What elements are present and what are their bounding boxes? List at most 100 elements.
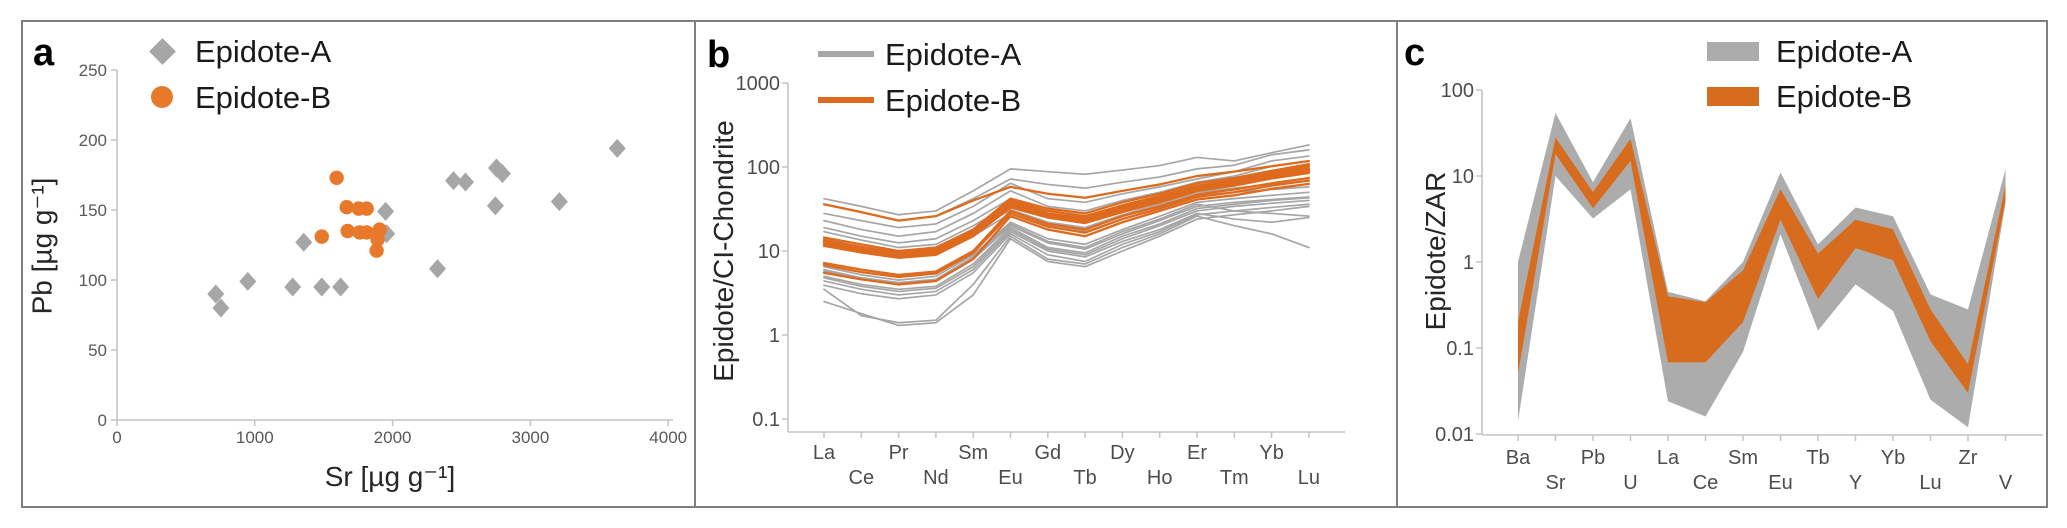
- panel-c-legend: Epidote-A Epidote-B: [1705, 29, 1912, 119]
- data-point: [284, 277, 302, 297]
- legend-item-epidote-b: Epidote-B: [147, 74, 331, 120]
- spider-line: [823, 160, 1310, 238]
- tick-label: Y: [1849, 472, 1862, 494]
- spider-line: [823, 196, 1310, 291]
- tick-label: 1: [769, 325, 780, 347]
- tick-label: 0: [98, 411, 107, 430]
- tick-label: 10: [1452, 166, 1474, 188]
- legend-label: Epidote-A: [1776, 34, 1913, 69]
- data-point: [493, 164, 511, 184]
- axes: 0 50 100 150 200 250 0 1000 2000 3000 4000: [79, 61, 687, 447]
- spider-line: [823, 144, 1310, 216]
- spider-line: [822, 168, 1311, 257]
- panel-c: 100 10 1 0.1 0.01 Ba Sr Pb U La Ce Sm Eu Tb Y Yb Lu Zr V c…: [1398, 22, 2046, 506]
- band-swatch-icon: [1707, 87, 1759, 106]
- spider-line: [823, 215, 1310, 324]
- legend-label: Epidote-B: [1776, 79, 1913, 114]
- tick-label: Dy: [1110, 442, 1134, 464]
- tick-label: Nd: [923, 467, 949, 489]
- tick-label: Tb: [1073, 467, 1096, 489]
- tick-label: 2000: [374, 428, 412, 447]
- data-point: [340, 223, 355, 239]
- tick-label: 50: [88, 341, 107, 360]
- band-epidote-b: [1518, 137, 2006, 393]
- data-point: [314, 229, 329, 244]
- spider-line: [822, 163, 1311, 253]
- diamond-marker-icon: [148, 37, 176, 65]
- tick-label: La: [813, 442, 836, 464]
- tick-label: La: [1657, 447, 1680, 469]
- data-point: [486, 196, 504, 216]
- spider-line: [823, 203, 1310, 284]
- panel-b-y-axis-title: Epidote/CI-Chondrite: [708, 120, 739, 382]
- tick-label: Lu: [1298, 467, 1320, 489]
- line-swatch-icon: [818, 97, 874, 103]
- panel-a: 0 50 100 150 200 250 0 1000 2000 3000 4000 a Epido…: [23, 22, 696, 506]
- tick-label: 100: [747, 157, 780, 179]
- tick-label: U: [1623, 472, 1637, 494]
- data-point: [359, 225, 374, 240]
- tick-label: Yb: [1881, 447, 1905, 469]
- data-point: [377, 201, 395, 221]
- tick-label: Er: [1187, 442, 1207, 464]
- data-point: [332, 277, 350, 297]
- panel-a-letter: a: [33, 32, 55, 74]
- legend-item-epidote-a: Epidote-A: [818, 31, 1021, 77]
- tick-label: 10: [758, 241, 780, 263]
- data-point: [550, 192, 568, 212]
- tick-label: 100: [79, 271, 107, 290]
- spider-line: [823, 199, 1310, 293]
- legend-item-epidote-a: Epidote-A: [147, 28, 331, 74]
- tick-label: Sm: [958, 442, 988, 464]
- data-point: [207, 284, 225, 304]
- tick-label: Ba: [1506, 447, 1531, 469]
- tick-label: 3000: [511, 428, 549, 447]
- legend-label: Epidote-B: [195, 79, 332, 115]
- tick-label: 4000: [649, 428, 687, 447]
- spider-line: [822, 179, 1311, 279]
- spider-line: [822, 166, 1311, 256]
- tick-label: 0.1: [752, 409, 780, 431]
- tick-label: Zr: [1959, 447, 1978, 469]
- axes: 100 10 1 0.1 0.01 Ba Sr Pb U La Ce Sm Eu Tb Y Yb Lu Zr V: [1435, 80, 2043, 494]
- panel-c-plot: 100 10 1 0.1 0.01 Ba Sr Pb U La Ce Sm Eu Tb Y Yb Lu Zr V: [1435, 80, 2043, 494]
- tick-label: Pr: [889, 442, 909, 464]
- tick-label: 0.01: [1435, 424, 1474, 446]
- data-point: [369, 243, 384, 258]
- axes: 1000 100 10 1 0.1 La Ce Pr Nd Sm Eu Gd Tb Dy Ho Er Tm Yb L…: [736, 73, 1345, 489]
- tick-label: 1000: [236, 428, 274, 447]
- tick-label: 100: [1441, 80, 1474, 102]
- tick-label: Lu: [1919, 472, 1941, 494]
- tick-label: Tm: [1220, 467, 1249, 489]
- spider-line: [822, 170, 1311, 258]
- tick-label: 1: [1463, 252, 1474, 274]
- legend-label: Epidote-A: [195, 33, 332, 69]
- tick-label: Ho: [1147, 467, 1173, 489]
- data-point: [445, 171, 463, 191]
- tick-label: Eu: [1768, 472, 1792, 494]
- data-point: [295, 232, 313, 252]
- panel-b-letter: b: [707, 34, 731, 76]
- tick-label: Gd: [1034, 442, 1061, 464]
- legend-item-epidote-b: Epidote-B: [1705, 74, 1912, 119]
- spider-line: [822, 176, 1311, 277]
- data-point: [429, 259, 447, 279]
- figure-frame: 0 50 100 150 200 250 0 1000 2000 3000 4000 a Epido…: [21, 20, 2048, 508]
- tick-label: 250: [79, 61, 107, 80]
- tick-label: Sr: [1546, 472, 1566, 494]
- tick-label: Pb: [1581, 447, 1605, 469]
- panel-c-letter: c: [1404, 32, 1426, 74]
- spider-line: [823, 203, 1310, 300]
- series-epidote-b: [314, 170, 387, 258]
- spider-line: [822, 159, 1311, 222]
- panel-a-plot: 0 50 100 150 200 250 0 1000 2000 3000 4000: [79, 61, 687, 447]
- data-point: [212, 298, 230, 318]
- spider-line: [823, 212, 1310, 296]
- tick-label: 1000: [736, 73, 781, 95]
- data-point: [370, 232, 385, 247]
- legend-label: Epidote-B: [885, 82, 1022, 118]
- legend-label: Epidote-A: [885, 36, 1022, 72]
- data-point: [329, 170, 344, 185]
- series-epidote-b: [822, 159, 1311, 286]
- spider-line: [822, 182, 1311, 286]
